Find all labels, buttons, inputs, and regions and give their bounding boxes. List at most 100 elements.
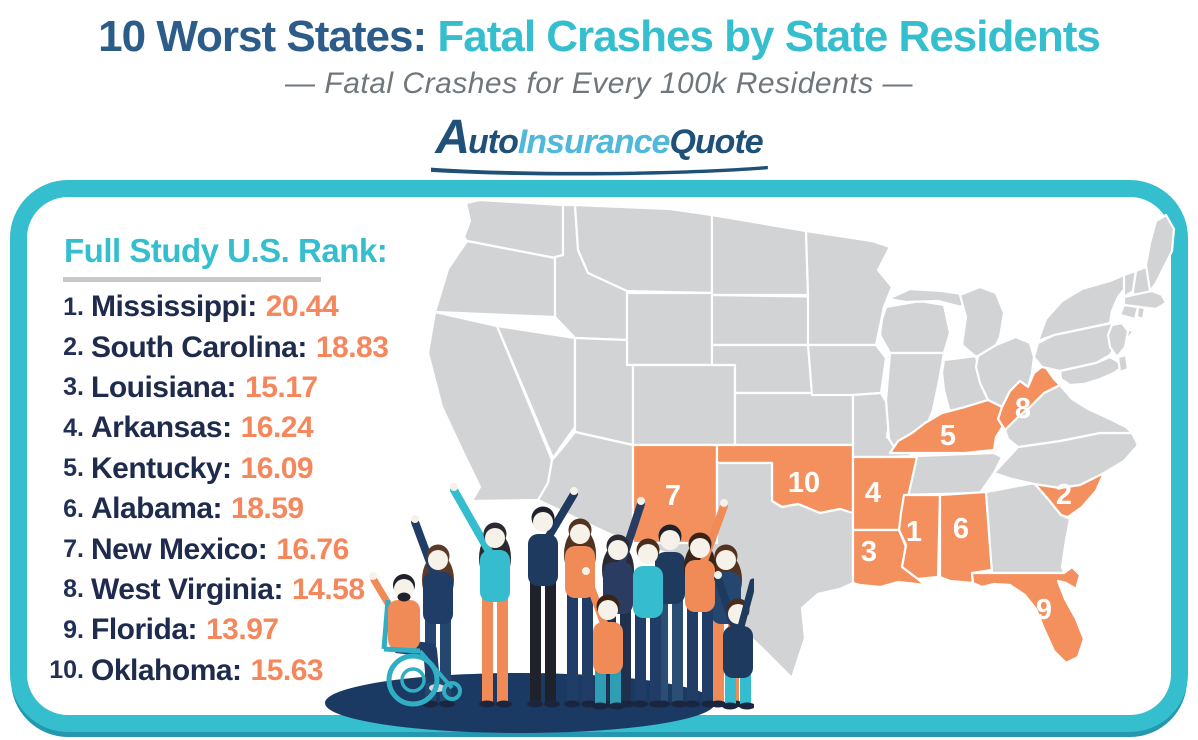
head bbox=[428, 550, 448, 570]
raised-arm bbox=[734, 578, 754, 642]
wheelchair-frame bbox=[418, 649, 454, 690]
wheelchair-wheel bbox=[386, 653, 440, 707]
shoe bbox=[722, 702, 738, 710]
wheelchair-back bbox=[381, 599, 391, 650]
leg bbox=[635, 612, 646, 703]
torso bbox=[480, 550, 510, 602]
head bbox=[660, 530, 680, 550]
leg bbox=[530, 580, 541, 703]
leg bbox=[657, 598, 668, 703]
hand bbox=[450, 483, 458, 491]
torso bbox=[723, 626, 753, 678]
torso bbox=[388, 600, 420, 650]
shoe bbox=[564, 700, 580, 708]
rank-list-item: 7. New Mexico: 16.76 bbox=[63, 532, 349, 566]
shoe bbox=[632, 700, 648, 708]
state-shape bbox=[433, 239, 557, 319]
beard bbox=[397, 592, 411, 602]
brand-logo: AutoInsuranceQuote bbox=[0, 111, 1198, 176]
state-shape-highlighted bbox=[888, 398, 1007, 455]
map-rank-marker: 2 bbox=[1056, 479, 1072, 511]
leg bbox=[725, 672, 736, 705]
head bbox=[394, 579, 414, 599]
shoe bbox=[701, 700, 717, 708]
shoe bbox=[609, 702, 625, 710]
state-shape bbox=[573, 336, 635, 447]
torso bbox=[593, 622, 623, 674]
hand bbox=[720, 499, 728, 507]
logo-swoosh-icon bbox=[431, 165, 769, 176]
rank-list-item: 10. Oklahoma: 15.63 bbox=[49, 653, 324, 687]
logo-quote: Quote bbox=[669, 123, 763, 161]
map-rank-marker: 5 bbox=[940, 420, 956, 452]
shoe bbox=[527, 700, 543, 708]
head bbox=[485, 528, 505, 548]
leg bbox=[687, 606, 698, 703]
state-shape bbox=[1058, 355, 1124, 387]
hand bbox=[411, 515, 419, 523]
leg bbox=[582, 592, 593, 703]
map-rank-marker: 10 bbox=[788, 467, 820, 499]
torso bbox=[633, 566, 663, 618]
hand bbox=[369, 572, 377, 580]
state-shape bbox=[710, 213, 810, 297]
logo-insurance: Insurance bbox=[517, 123, 671, 161]
head bbox=[533, 512, 553, 532]
leg bbox=[672, 598, 683, 703]
leg bbox=[740, 672, 751, 705]
raised-arm bbox=[450, 486, 499, 566]
state-shape bbox=[1106, 321, 1130, 359]
state-shape bbox=[426, 310, 554, 503]
shoe bbox=[649, 700, 665, 708]
state-shape bbox=[1135, 305, 1147, 321]
state-shape bbox=[646, 461, 855, 680]
title-prefix: 10 Worst States: bbox=[98, 12, 438, 61]
leg bbox=[497, 596, 508, 703]
state-shape bbox=[804, 229, 894, 347]
torso bbox=[685, 560, 715, 612]
wheelchair-hub bbox=[400, 667, 426, 693]
rank-list-item: 5. Kentucky: 16.09 bbox=[63, 451, 314, 485]
leg bbox=[610, 668, 621, 705]
logo-uto: uto bbox=[467, 123, 519, 161]
shoe bbox=[592, 702, 608, 710]
state-shape bbox=[984, 481, 1072, 575]
leg bbox=[567, 592, 578, 703]
rank-list-item: 6. Alabama: 18.59 bbox=[63, 492, 304, 526]
shoe bbox=[671, 700, 687, 708]
head bbox=[608, 540, 628, 560]
people-illustration bbox=[325, 483, 754, 733]
hand bbox=[637, 497, 645, 505]
shoe bbox=[439, 700, 455, 708]
logo-letter-a: A bbox=[435, 111, 470, 164]
rank-list-item: 4. Arkansas: 16.24 bbox=[63, 411, 314, 445]
head bbox=[598, 600, 618, 620]
map-rank-marker: 1 bbox=[906, 516, 922, 548]
leg bbox=[595, 668, 606, 705]
state-shape bbox=[631, 363, 737, 447]
shoe bbox=[684, 700, 700, 708]
hand bbox=[714, 571, 722, 579]
head bbox=[716, 550, 736, 570]
map-rank-marker: 9 bbox=[1036, 594, 1052, 626]
leg bbox=[620, 608, 631, 703]
state-shape bbox=[625, 291, 714, 367]
shoe bbox=[496, 700, 512, 708]
map-rank-marker: 4 bbox=[865, 477, 881, 509]
shoe bbox=[739, 702, 754, 710]
subtitle: — Fatal Crashes for Every 100k Residents… bbox=[285, 67, 913, 100]
wheelchair-caster bbox=[442, 681, 462, 701]
leg bbox=[545, 580, 556, 703]
leg bbox=[702, 606, 713, 703]
shoe bbox=[479, 700, 495, 708]
shoe bbox=[544, 700, 560, 708]
leg bbox=[713, 618, 724, 703]
rank-list-heading: Full Study U.S. Rank: bbox=[64, 232, 388, 269]
head bbox=[690, 538, 710, 558]
title-highlight: Fatal Crashes by State Residents bbox=[437, 12, 1100, 61]
hand bbox=[582, 567, 590, 575]
page-title: 10 Worst States: Fatal Crashes by State … bbox=[0, 12, 1198, 62]
leg bbox=[440, 618, 451, 703]
map-rank-marker: 6 bbox=[953, 513, 969, 545]
